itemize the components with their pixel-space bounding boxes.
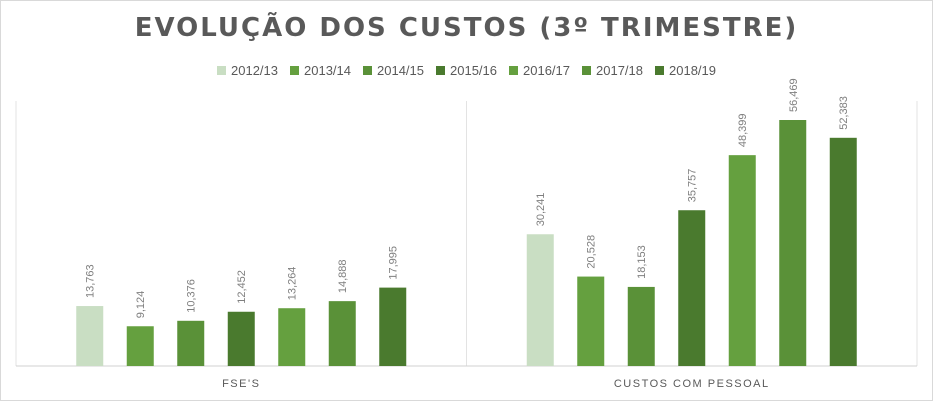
bar bbox=[379, 287, 407, 366]
legend-item: 2012/13 bbox=[217, 63, 278, 78]
bar bbox=[526, 234, 554, 366]
legend-swatch bbox=[582, 66, 591, 75]
data-label: 35,757 bbox=[687, 169, 699, 203]
legend-item: 2018/19 bbox=[655, 63, 716, 78]
bar bbox=[678, 210, 706, 366]
bar bbox=[126, 326, 154, 366]
bar bbox=[627, 286, 655, 366]
legend-label: 2013/14 bbox=[304, 63, 351, 78]
legend-label: 2012/13 bbox=[231, 63, 278, 78]
legend-item: 2014/15 bbox=[363, 63, 424, 78]
data-label: 18,153 bbox=[636, 245, 648, 279]
data-label: 30,241 bbox=[535, 193, 547, 227]
data-label: 56,469 bbox=[788, 78, 800, 112]
legend-item: 2013/14 bbox=[290, 63, 351, 78]
data-label: 14,888 bbox=[337, 259, 349, 293]
legend-item: 2015/16 bbox=[436, 63, 497, 78]
category-label: FSE'S bbox=[222, 378, 260, 390]
legend-swatch bbox=[363, 66, 372, 75]
bar bbox=[577, 276, 605, 366]
legend-swatch bbox=[436, 66, 445, 75]
bar bbox=[76, 306, 104, 366]
legend-item: 2017/18 bbox=[582, 63, 643, 78]
data-label: 17,995 bbox=[388, 246, 400, 280]
data-label: 12,452 bbox=[236, 270, 248, 304]
category-label: CUSTOS COM PESSOAL bbox=[614, 378, 770, 390]
bar bbox=[227, 311, 255, 366]
data-label: 20,528 bbox=[586, 235, 598, 269]
legend-swatch bbox=[655, 66, 664, 75]
bar bbox=[829, 137, 857, 366]
legend-swatch bbox=[509, 66, 518, 75]
data-label: 52,383 bbox=[838, 96, 850, 130]
chart-title: EVOLUÇÃO DOS CUSTOS (3º TRIMESTRE) bbox=[134, 13, 799, 43]
legend-label: 2015/16 bbox=[450, 63, 497, 78]
data-label: 10,376 bbox=[186, 279, 198, 313]
legend-label: 2014/15 bbox=[377, 63, 424, 78]
legend-item: 2016/17 bbox=[509, 63, 570, 78]
bar bbox=[177, 320, 205, 366]
data-label: 9,124 bbox=[135, 291, 147, 319]
bar bbox=[278, 308, 306, 366]
bar bbox=[328, 301, 356, 366]
bar bbox=[779, 120, 807, 366]
data-label: 48,399 bbox=[737, 113, 749, 147]
legend-label: 2018/19 bbox=[669, 63, 716, 78]
data-label: 13,763 bbox=[85, 264, 97, 298]
legend: 2012/13 2013/14 2014/15 2015/16 2016/17 2017/… bbox=[1, 63, 932, 78]
legend-swatch bbox=[290, 66, 299, 75]
legend-label: 2016/17 bbox=[523, 63, 570, 78]
legend-label: 2017/18 bbox=[596, 63, 643, 78]
data-label: 13,264 bbox=[287, 267, 299, 301]
legend-swatch bbox=[217, 66, 226, 75]
bar bbox=[728, 155, 756, 366]
